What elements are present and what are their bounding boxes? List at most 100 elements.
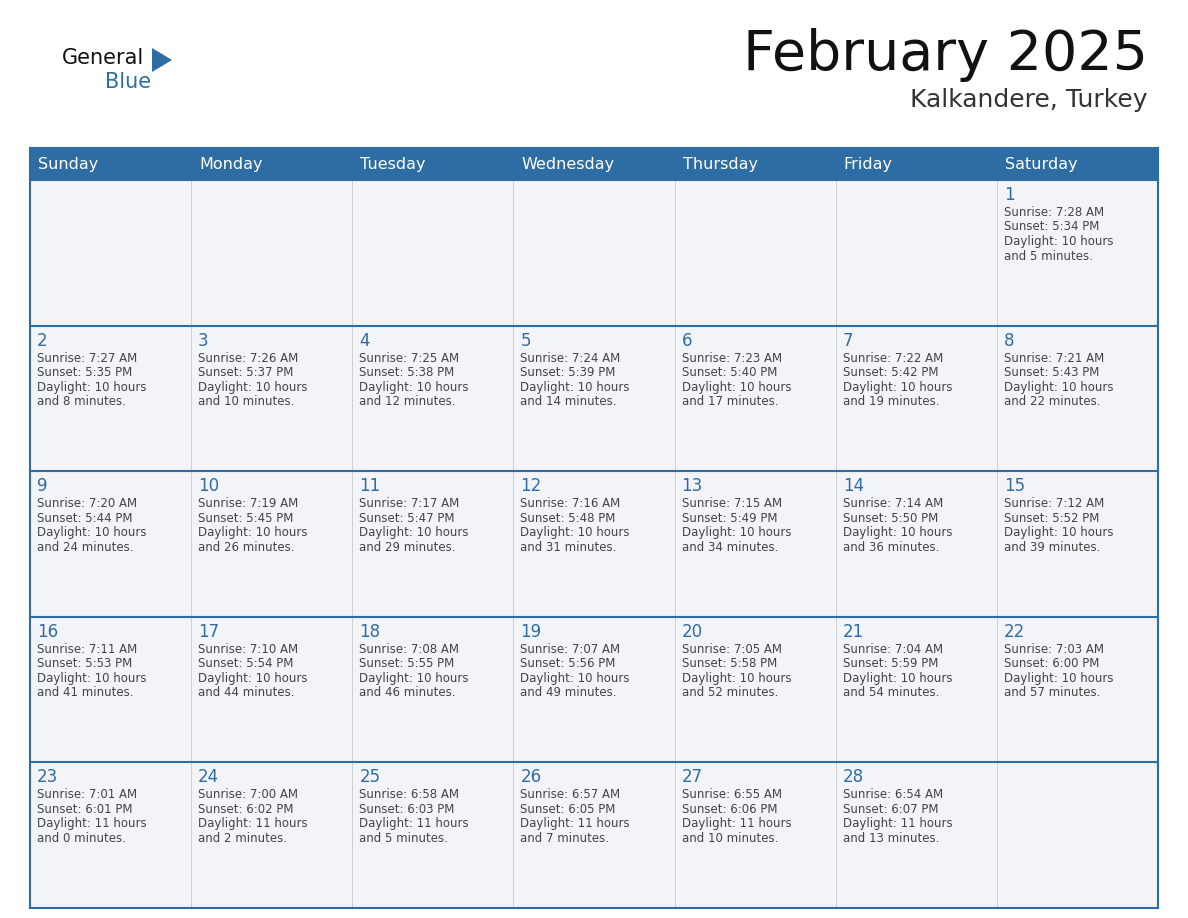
Text: and 22 minutes.: and 22 minutes. xyxy=(1004,395,1100,409)
Bar xyxy=(835,763,997,908)
Text: Thursday: Thursday xyxy=(683,156,758,172)
Bar xyxy=(997,180,1158,326)
Bar xyxy=(513,471,675,617)
Text: and 54 minutes.: and 54 minutes. xyxy=(842,687,939,700)
Text: Sunrise: 7:04 AM: Sunrise: 7:04 AM xyxy=(842,643,943,655)
Text: General: General xyxy=(62,48,144,68)
Text: Sunrise: 7:12 AM: Sunrise: 7:12 AM xyxy=(1004,498,1104,510)
Bar xyxy=(30,148,191,180)
Text: and 8 minutes.: and 8 minutes. xyxy=(37,395,126,409)
Text: Daylight: 10 hours: Daylight: 10 hours xyxy=(1004,526,1113,539)
Text: Daylight: 11 hours: Daylight: 11 hours xyxy=(682,817,791,831)
Text: 15: 15 xyxy=(1004,477,1025,495)
Text: Sunrise: 7:10 AM: Sunrise: 7:10 AM xyxy=(198,643,298,655)
Text: 23: 23 xyxy=(37,768,58,787)
Text: Sunset: 5:58 PM: Sunset: 5:58 PM xyxy=(682,657,777,670)
Text: Sunrise: 7:03 AM: Sunrise: 7:03 AM xyxy=(1004,643,1104,655)
Text: Sunset: 5:56 PM: Sunset: 5:56 PM xyxy=(520,657,615,670)
Text: and 52 minutes.: and 52 minutes. xyxy=(682,687,778,700)
Text: Sunrise: 6:58 AM: Sunrise: 6:58 AM xyxy=(359,789,460,801)
Text: Sunrise: 7:27 AM: Sunrise: 7:27 AM xyxy=(37,352,138,364)
Text: Tuesday: Tuesday xyxy=(360,156,425,172)
Text: 21: 21 xyxy=(842,622,864,641)
Text: Sunset: 5:39 PM: Sunset: 5:39 PM xyxy=(520,366,615,379)
Bar xyxy=(513,326,675,471)
Text: Daylight: 10 hours: Daylight: 10 hours xyxy=(1004,235,1113,248)
Text: 14: 14 xyxy=(842,477,864,495)
Text: Kalkandere, Turkey: Kalkandere, Turkey xyxy=(910,88,1148,112)
Text: and 14 minutes.: and 14 minutes. xyxy=(520,395,617,409)
Bar xyxy=(835,617,997,763)
Text: 16: 16 xyxy=(37,622,58,641)
Bar xyxy=(353,763,513,908)
Text: and 26 minutes.: and 26 minutes. xyxy=(198,541,295,554)
Polygon shape xyxy=(152,48,172,72)
Bar xyxy=(191,617,353,763)
Text: and 5 minutes.: and 5 minutes. xyxy=(359,832,448,845)
Text: and 24 minutes.: and 24 minutes. xyxy=(37,541,133,554)
Text: Sunrise: 7:14 AM: Sunrise: 7:14 AM xyxy=(842,498,943,510)
Text: Daylight: 11 hours: Daylight: 11 hours xyxy=(359,817,469,831)
Text: 4: 4 xyxy=(359,331,369,350)
Text: Daylight: 11 hours: Daylight: 11 hours xyxy=(520,817,630,831)
Bar xyxy=(353,148,513,180)
Text: 20: 20 xyxy=(682,622,702,641)
Text: 9: 9 xyxy=(37,477,48,495)
Text: Sunrise: 7:24 AM: Sunrise: 7:24 AM xyxy=(520,352,620,364)
Text: Sunset: 5:37 PM: Sunset: 5:37 PM xyxy=(198,366,293,379)
Text: and 5 minutes.: and 5 minutes. xyxy=(1004,250,1093,263)
Text: Sunset: 5:35 PM: Sunset: 5:35 PM xyxy=(37,366,132,379)
Text: Sunset: 6:01 PM: Sunset: 6:01 PM xyxy=(37,803,133,816)
Text: Sunset: 5:45 PM: Sunset: 5:45 PM xyxy=(198,511,293,525)
Text: 7: 7 xyxy=(842,331,853,350)
Text: Sunrise: 7:07 AM: Sunrise: 7:07 AM xyxy=(520,643,620,655)
Text: Sunset: 5:54 PM: Sunset: 5:54 PM xyxy=(198,657,293,670)
Bar xyxy=(191,763,353,908)
Text: Sunrise: 7:00 AM: Sunrise: 7:00 AM xyxy=(198,789,298,801)
Text: Sunrise: 7:01 AM: Sunrise: 7:01 AM xyxy=(37,789,137,801)
Bar xyxy=(675,180,835,326)
Text: Sunrise: 7:16 AM: Sunrise: 7:16 AM xyxy=(520,498,620,510)
Text: Daylight: 10 hours: Daylight: 10 hours xyxy=(520,526,630,539)
Text: Daylight: 11 hours: Daylight: 11 hours xyxy=(198,817,308,831)
Text: Sunset: 6:05 PM: Sunset: 6:05 PM xyxy=(520,803,615,816)
Text: and 29 minutes.: and 29 minutes. xyxy=(359,541,456,554)
Bar xyxy=(675,326,835,471)
Bar xyxy=(675,471,835,617)
Text: Sunset: 5:34 PM: Sunset: 5:34 PM xyxy=(1004,220,1099,233)
Text: Sunrise: 7:22 AM: Sunrise: 7:22 AM xyxy=(842,352,943,364)
Bar xyxy=(353,471,513,617)
Bar xyxy=(835,471,997,617)
Text: Sunset: 5:40 PM: Sunset: 5:40 PM xyxy=(682,366,777,379)
Text: and 2 minutes.: and 2 minutes. xyxy=(198,832,287,845)
Text: and 0 minutes.: and 0 minutes. xyxy=(37,832,126,845)
Text: Sunset: 5:44 PM: Sunset: 5:44 PM xyxy=(37,511,133,525)
Bar xyxy=(997,148,1158,180)
Bar xyxy=(30,617,191,763)
Text: Sunset: 5:43 PM: Sunset: 5:43 PM xyxy=(1004,366,1099,379)
Text: February 2025: February 2025 xyxy=(742,28,1148,82)
Text: and 41 minutes.: and 41 minutes. xyxy=(37,687,133,700)
Text: Daylight: 10 hours: Daylight: 10 hours xyxy=(682,526,791,539)
Text: 8: 8 xyxy=(1004,331,1015,350)
Text: Sunrise: 6:54 AM: Sunrise: 6:54 AM xyxy=(842,789,943,801)
Text: Daylight: 10 hours: Daylight: 10 hours xyxy=(198,672,308,685)
Text: Sunset: 5:55 PM: Sunset: 5:55 PM xyxy=(359,657,455,670)
Text: 1: 1 xyxy=(1004,186,1015,204)
Text: Sunrise: 6:55 AM: Sunrise: 6:55 AM xyxy=(682,789,782,801)
Text: 11: 11 xyxy=(359,477,380,495)
Text: 19: 19 xyxy=(520,622,542,641)
Text: Daylight: 10 hours: Daylight: 10 hours xyxy=(682,381,791,394)
Bar xyxy=(835,180,997,326)
Text: Daylight: 10 hours: Daylight: 10 hours xyxy=(198,526,308,539)
Text: Sunset: 6:07 PM: Sunset: 6:07 PM xyxy=(842,803,939,816)
Text: Wednesday: Wednesday xyxy=(522,156,614,172)
Text: 22: 22 xyxy=(1004,622,1025,641)
Bar xyxy=(835,326,997,471)
Text: 26: 26 xyxy=(520,768,542,787)
Text: 17: 17 xyxy=(198,622,220,641)
Text: Daylight: 11 hours: Daylight: 11 hours xyxy=(842,817,953,831)
Text: Daylight: 10 hours: Daylight: 10 hours xyxy=(37,381,146,394)
Bar xyxy=(675,617,835,763)
Text: and 44 minutes.: and 44 minutes. xyxy=(198,687,295,700)
